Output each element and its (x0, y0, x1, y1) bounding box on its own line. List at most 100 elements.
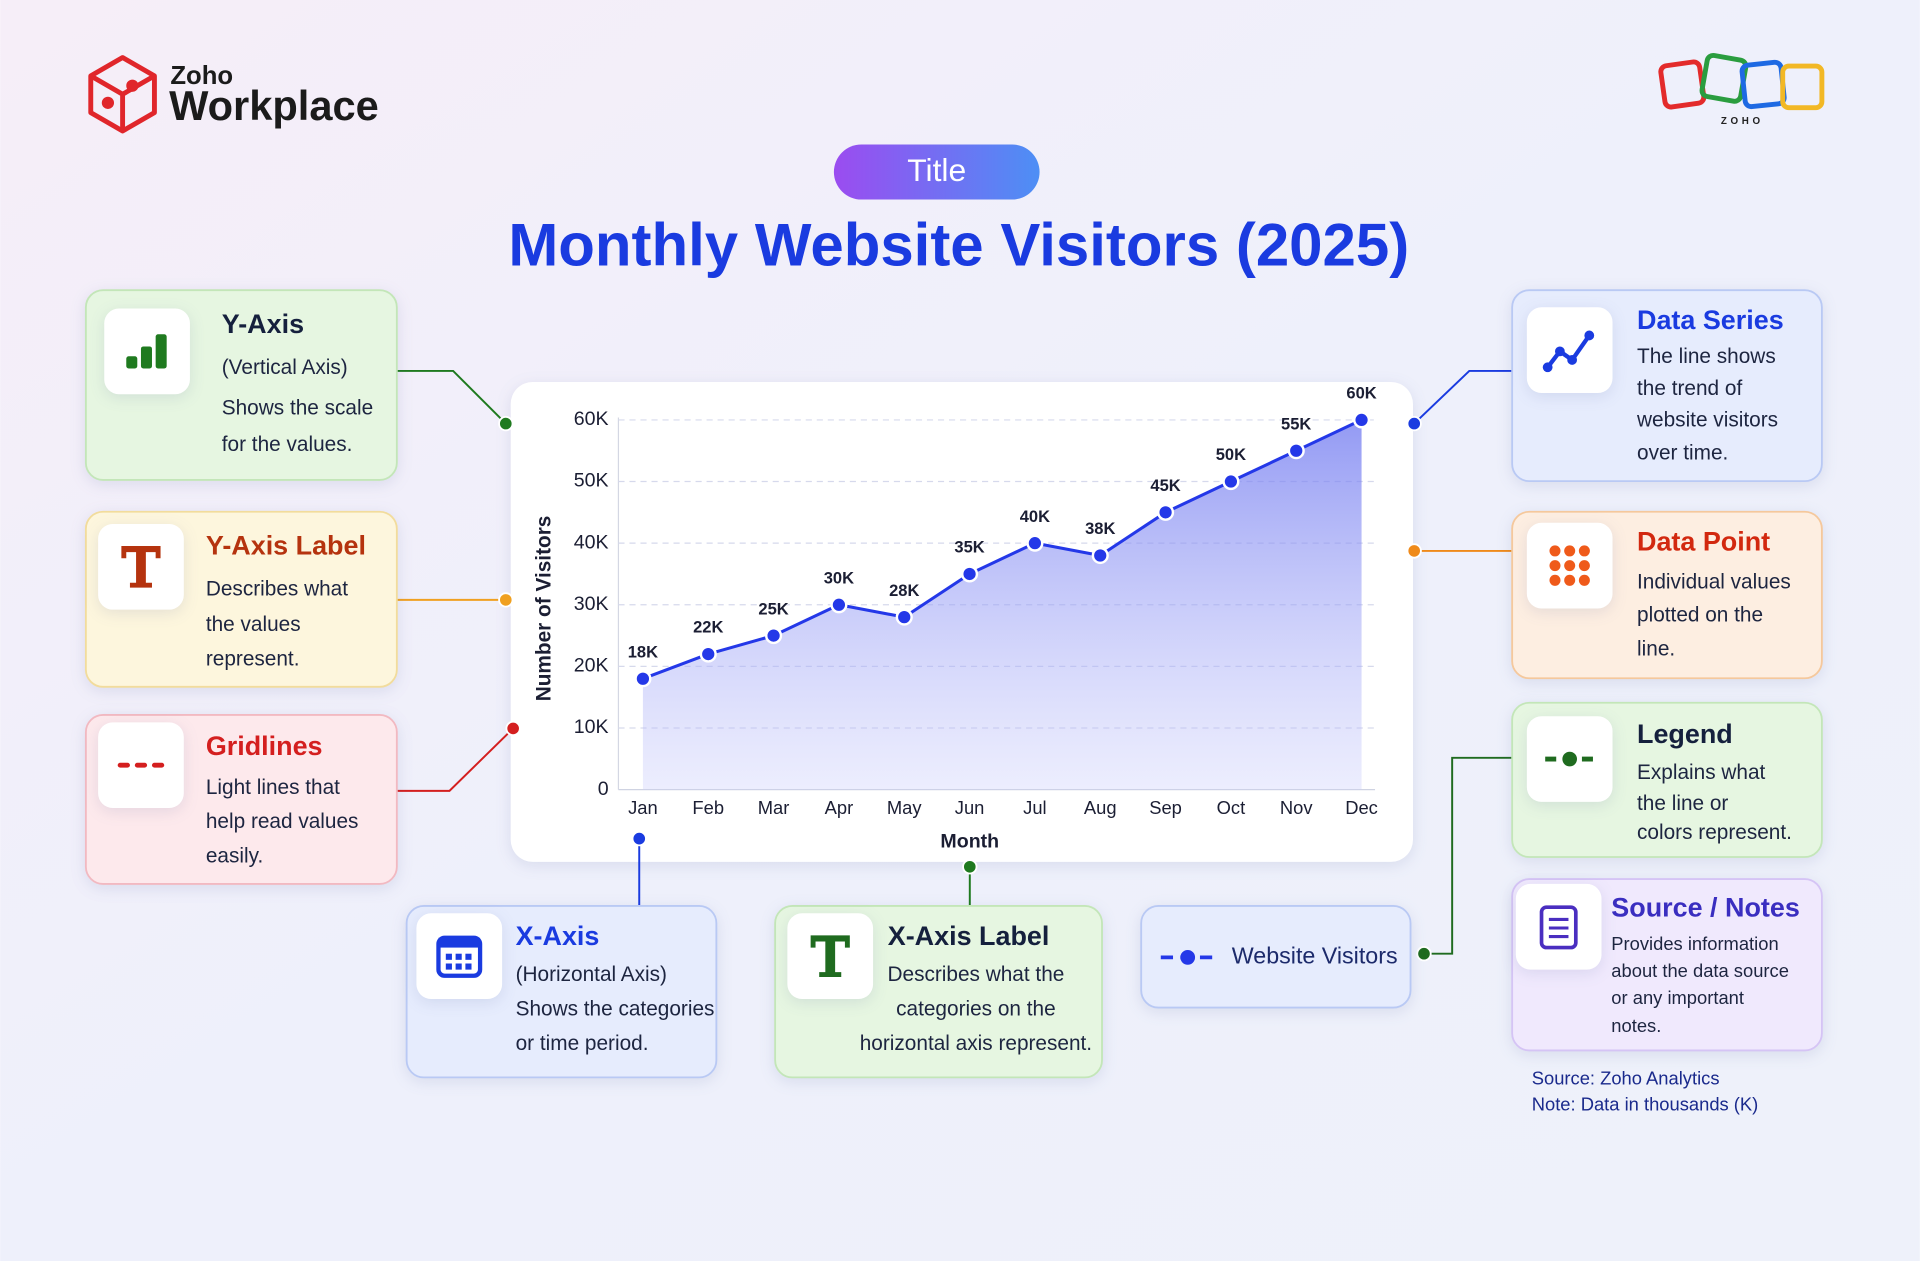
icon-cal-day (455, 963, 462, 970)
connector-dot (1416, 946, 1432, 962)
icon-dot (1554, 346, 1565, 357)
data-label: 30K (824, 568, 854, 587)
connector (396, 369, 507, 425)
icon-dot (1549, 560, 1561, 572)
callout-title: Data Series (1637, 305, 1784, 335)
icon-cal-day (465, 953, 472, 960)
connector-dot (498, 592, 514, 608)
data-point (699, 645, 717, 663)
title-tag-pill (833, 144, 1040, 200)
icon-note (1539, 905, 1578, 950)
icon-box (1526, 307, 1613, 393)
icon-bar (126, 356, 138, 369)
x-tick-label: Aug (1084, 797, 1117, 818)
data-point (1026, 534, 1044, 552)
callout-text: help read values (206, 810, 359, 833)
callout-text: horizontal axis represent. (860, 1032, 1092, 1055)
connector-dot (962, 859, 978, 875)
y-tick-label: 50K (574, 470, 609, 492)
data-point (1222, 472, 1240, 491)
callout-text: Individual values (1637, 570, 1791, 593)
data-point (1091, 546, 1109, 565)
x-tick-label: Feb (692, 797, 724, 818)
icon-dot (1578, 545, 1590, 557)
data-label: 25K (758, 599, 788, 618)
footer-note: Note: Data in thousands (K) (1532, 1093, 1759, 1114)
y-axis-label: Number of Visitors (532, 516, 555, 702)
callout-text: (Vertical Axis) (222, 356, 348, 379)
callout-text: the trend of (1637, 377, 1742, 400)
icon-dot (1578, 574, 1590, 586)
title-tag: Title (907, 152, 966, 188)
callout-text: plotted on the (1637, 603, 1763, 626)
callout-text: easily. (206, 844, 263, 867)
brand: Workplace (169, 82, 379, 129)
icon-bar (140, 346, 152, 369)
callout-text: the values (206, 613, 301, 636)
data-label: 50K (1216, 445, 1246, 464)
icon (1526, 522, 1613, 609)
icon-trend (1545, 334, 1592, 369)
data-label: 45K (1150, 476, 1180, 495)
callout-title: Data Point (1637, 527, 1770, 557)
icon-dot (1549, 545, 1561, 557)
icon (1515, 883, 1602, 970)
x-tick-label: May (887, 797, 923, 818)
brand-small: Zoho (170, 62, 233, 90)
data-point (1352, 411, 1371, 429)
icon-dot (1567, 355, 1578, 365)
y-tick-label: 30K (574, 593, 609, 615)
y-tick-label: 60K (574, 408, 609, 430)
icon (416, 913, 503, 1000)
data-label: 40K (1020, 507, 1050, 526)
callout-text: colors represent. (1637, 821, 1792, 844)
area (642, 419, 1362, 790)
icon-cal-day (445, 963, 452, 970)
icon-dash (134, 762, 148, 768)
icon (98, 722, 184, 809)
callout-title: Y-Axis (222, 309, 304, 339)
callout-text: notes. (1611, 1015, 1661, 1036)
connector (1423, 756, 1513, 955)
callout-text: or time period. (516, 1032, 649, 1055)
callout-text: for the values. (222, 433, 353, 456)
x-tick-label: Sep (1149, 797, 1182, 818)
zoho-logo (1658, 52, 1825, 111)
data-point (1287, 442, 1305, 460)
x-tick-label: Mar (758, 797, 790, 818)
callout-text: Describes what the (887, 963, 1064, 986)
data-point (1156, 503, 1175, 521)
icon (1526, 307, 1613, 393)
data-label: 60K (1346, 384, 1376, 403)
icon-dot (1584, 330, 1595, 341)
icon-dot (1562, 751, 1578, 767)
callout-title: X-Axis (516, 921, 600, 951)
icon (787, 913, 874, 1000)
icon-dot (1564, 545, 1576, 557)
icon-dot (1564, 574, 1576, 586)
callout-text: (Horizontal Axis) (516, 963, 667, 986)
icon-glyph (121, 546, 161, 588)
callout-text: line. (1637, 638, 1675, 661)
callout-text: Shows the scale (222, 396, 373, 419)
connector (1413, 369, 1513, 425)
y-tick-label: 40K (574, 531, 609, 553)
callout-text: website visitors (1636, 409, 1778, 432)
callout-text: the line or (1637, 792, 1728, 815)
x-tick-label: Jul (1023, 797, 1046, 818)
zoho-logo-text: ZOHO (1721, 116, 1764, 127)
callout-text: Describes what (206, 578, 348, 601)
data-label: 28K (889, 581, 919, 600)
data-label: 18K (628, 642, 658, 661)
x-tick-label: Jan (628, 797, 658, 818)
workplace-logo (88, 55, 157, 134)
callout-text: about the data source (1611, 960, 1789, 981)
callout-title: Legend (1637, 719, 1733, 749)
line (642, 418, 1363, 681)
x-axis-label: Month (940, 830, 999, 852)
icon-dash (151, 762, 165, 768)
connector (396, 727, 514, 792)
icon-cal-day (445, 953, 452, 960)
